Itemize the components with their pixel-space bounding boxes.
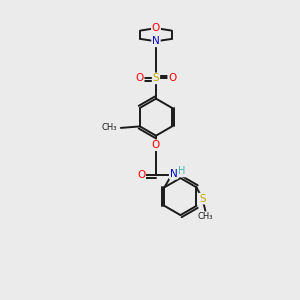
Text: N: N	[152, 36, 160, 46]
Text: CH₃: CH₃	[198, 212, 213, 221]
Text: H: H	[178, 167, 186, 176]
Text: S: S	[199, 194, 206, 204]
Text: O: O	[137, 170, 145, 180]
Text: O: O	[152, 23, 160, 33]
Text: N: N	[170, 169, 178, 178]
Text: O: O	[152, 140, 160, 150]
Text: O: O	[135, 73, 144, 83]
Text: S: S	[153, 73, 159, 83]
Text: O: O	[168, 73, 176, 83]
Text: CH₃: CH₃	[101, 123, 117, 132]
